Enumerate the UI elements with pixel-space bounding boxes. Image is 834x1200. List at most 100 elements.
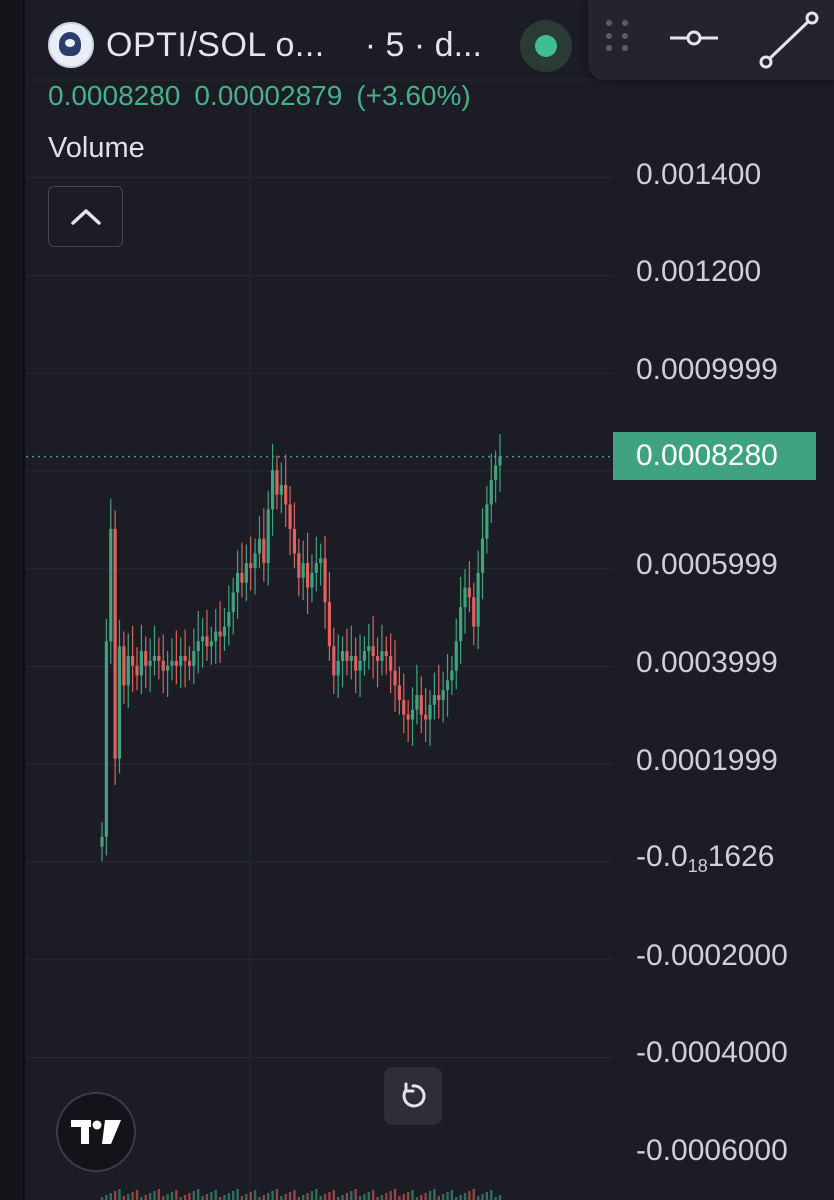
tradingview-logo-icon[interactable] <box>56 1092 136 1172</box>
volume-bar <box>315 1189 318 1200</box>
volume-bar <box>476 1196 480 1200</box>
volume-bar <box>336 1197 340 1200</box>
volume-bar <box>113 1191 117 1200</box>
candle-body <box>494 465 498 481</box>
candle-body <box>292 528 297 554</box>
collapse-indicators-button[interactable] <box>48 186 123 247</box>
change-percent: (+3.60%) <box>356 80 471 111</box>
volume-bar <box>249 1192 252 1200</box>
volume-bar <box>131 1192 134 1200</box>
volume-bar <box>441 1194 445 1200</box>
volume-bar <box>205 1194 209 1200</box>
volume-bar <box>385 1193 388 1200</box>
volume-bar <box>210 1192 213 1200</box>
chart-header: OPTI/SOL o... · 5 · d... <box>48 22 482 68</box>
candle-body <box>205 636 209 647</box>
volume-bar <box>328 1192 331 1200</box>
volume-bar <box>402 1194 405 1200</box>
candle-body <box>231 592 235 612</box>
candle-body <box>157 655 161 661</box>
candle-body <box>310 572 314 588</box>
volume-bar <box>153 1191 156 1200</box>
volume-bar <box>183 1195 187 1200</box>
candle-body <box>144 651 148 666</box>
candle-body <box>380 651 384 661</box>
candle-body <box>480 538 485 573</box>
candle-body <box>454 641 458 671</box>
volume-bar <box>144 1195 147 1200</box>
volume-bar <box>105 1195 108 1200</box>
volume-bar <box>236 1189 239 1200</box>
candle-body <box>319 558 323 564</box>
price-axis-label: 0.0005999 <box>636 548 778 581</box>
candle-body <box>126 655 130 686</box>
volume-indicator-label[interactable]: Volume <box>48 132 145 164</box>
volume-bar <box>380 1195 384 1200</box>
candle-body <box>187 660 192 666</box>
volume-bar <box>157 1189 161 1200</box>
volume-bar <box>433 1189 436 1200</box>
candle-body <box>327 602 332 647</box>
volume-bar <box>266 1193 270 1200</box>
candle-body <box>222 626 227 637</box>
candle-body <box>262 538 266 564</box>
candle-body <box>275 470 279 495</box>
horizontal-line-icon[interactable] <box>664 10 724 66</box>
volume-bar <box>297 1197 301 1200</box>
candle-body <box>257 538 262 554</box>
volume-bar <box>109 1193 112 1200</box>
candle-body <box>100 836 104 847</box>
volume-bar <box>135 1190 139 1200</box>
candle-body <box>249 563 253 568</box>
reset-chart-button[interactable] <box>384 1067 442 1125</box>
last-price-badge: 0.0008280 <box>613 432 816 480</box>
candle-body <box>214 631 218 642</box>
volume-bar <box>389 1191 392 1200</box>
candle-body <box>244 563 248 583</box>
candle-body <box>122 646 126 686</box>
volume-bar <box>253 1190 257 1200</box>
symbol-name[interactable]: OPTI/SOL o... <box>106 25 325 64</box>
volume-bar <box>258 1197 261 1200</box>
price-axis-label: 0.001400 <box>636 158 762 191</box>
candle-body <box>441 690 445 700</box>
volume-bar <box>245 1194 248 1200</box>
volume-bar <box>437 1196 440 1200</box>
volume-bar <box>367 1192 370 1200</box>
volume-bar <box>463 1193 467 1200</box>
volume-bar <box>214 1190 217 1200</box>
interval-label[interactable]: · 5 · d... <box>364 25 482 64</box>
drag-handle-icon[interactable] <box>606 20 628 52</box>
candle-body <box>200 636 205 642</box>
volume-bar <box>175 1190 178 1200</box>
volume-bar <box>301 1195 305 1200</box>
candle-body <box>489 480 493 505</box>
candle-body <box>270 470 275 510</box>
drawing-toolbar <box>588 0 834 80</box>
price-axis-label: -0.0004000 <box>636 1036 788 1069</box>
candle-body <box>117 646 122 759</box>
volume-bar <box>232 1191 235 1200</box>
volume-bar <box>363 1194 366 1200</box>
candle-body <box>415 695 419 710</box>
volume-bar <box>118 1189 121 1200</box>
candle-body <box>166 665 170 671</box>
volume-bar <box>450 1190 454 1200</box>
volume-bar <box>494 1197 497 1200</box>
candle-body <box>362 651 367 661</box>
trend-line-icon[interactable] <box>756 10 819 69</box>
volume-bar <box>319 1196 322 1200</box>
candle-body <box>253 553 257 568</box>
volume-bar <box>468 1191 471 1200</box>
last-close-value: 0.0008280 <box>48 80 181 111</box>
price-axis-label: 0.0003999 <box>636 646 778 679</box>
volume-bar <box>310 1191 314 1200</box>
candle-body <box>432 695 436 705</box>
candle-body <box>284 484 288 505</box>
candle-body <box>467 587 471 598</box>
candle-body <box>288 504 292 529</box>
candle-body <box>104 641 108 837</box>
market-status-icon[interactable] <box>520 20 572 72</box>
volume-bar <box>306 1193 309 1200</box>
